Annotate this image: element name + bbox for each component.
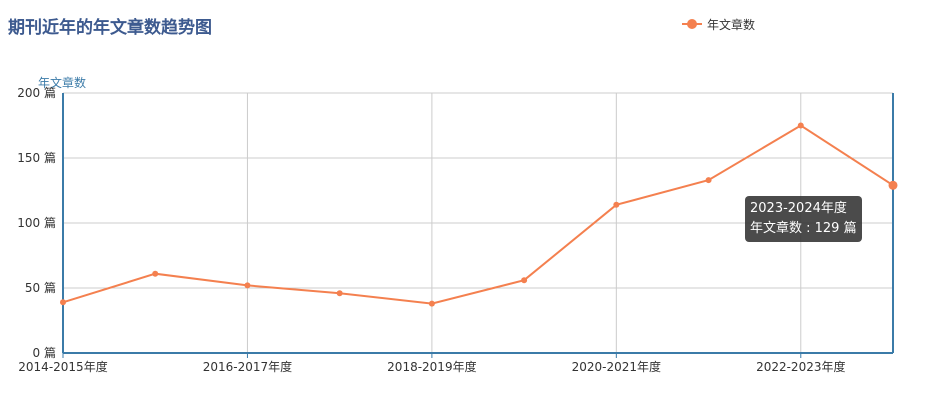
chart-title: 期刊近年的年文章数趋势图 [8, 18, 212, 38]
data-point [705, 177, 712, 184]
y-tick-label: 0 篇 [33, 345, 56, 360]
data-point [428, 300, 435, 307]
legend-item[interactable]: 年文章数 [681, 15, 755, 33]
x-tick-label: 2018-2019年度 [387, 359, 476, 374]
y-tick-label: 50 篇 [25, 280, 56, 295]
data-point [244, 282, 251, 289]
y-axis-title: 年文章数 [38, 76, 87, 90]
legend-label: 年文章数 [707, 17, 756, 32]
x-tick-label: 2016-2017年度 [203, 359, 292, 374]
data-point [336, 290, 343, 297]
data-point [152, 270, 159, 277]
series-line [62, 124, 894, 305]
x-tick-label: 2020-2021年度 [572, 359, 661, 374]
y-tick-label: 100 篇 [17, 215, 56, 230]
data-point [797, 122, 804, 129]
data-point [60, 299, 66, 306]
tooltip-category: 2023-2024年度 [750, 201, 847, 216]
data-point [888, 180, 898, 190]
x-tick-label: 2022-2023年度 [756, 359, 845, 374]
legend-line-marker-icon [681, 15, 703, 33]
data-point [521, 277, 528, 284]
y-tick-label: 150 篇 [17, 150, 56, 165]
x-tick-label: 2014-2015年度 [18, 359, 107, 374]
y-tick-label: 200 篇 [17, 85, 56, 100]
tooltip-value: 年文章数 : 129 篇 [750, 221, 857, 236]
tooltip: 2023-2024年度 年文章数 : 129 篇 [745, 196, 862, 242]
data-point [613, 201, 620, 208]
